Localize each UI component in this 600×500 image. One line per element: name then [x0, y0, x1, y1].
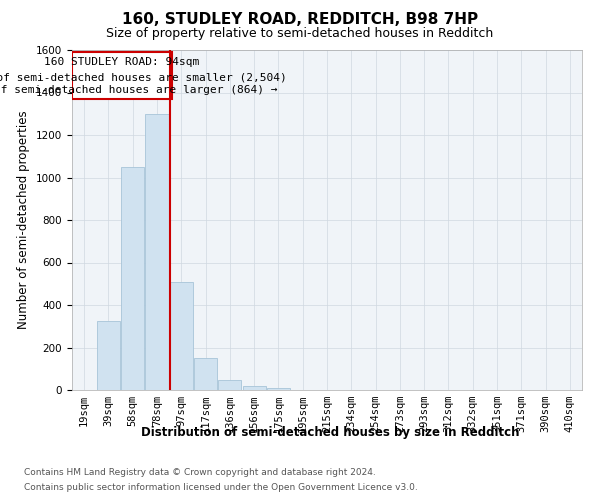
Text: 160, STUDLEY ROAD, REDDITCH, B98 7HP: 160, STUDLEY ROAD, REDDITCH, B98 7HP: [122, 12, 478, 26]
FancyBboxPatch shape: [72, 52, 172, 99]
Text: Distribution of semi-detached houses by size in Redditch: Distribution of semi-detached houses by …: [141, 426, 519, 439]
Bar: [145, 114, 169, 390]
Text: 160 STUDLEY ROAD: 94sqm: 160 STUDLEY ROAD: 94sqm: [44, 58, 199, 68]
Text: Contains HM Land Registry data © Crown copyright and database right 2024.: Contains HM Land Registry data © Crown c…: [24, 468, 376, 477]
Bar: [97, 321, 120, 390]
Bar: [121, 167, 144, 390]
Bar: [242, 386, 266, 390]
Text: Size of property relative to semi-detached houses in Redditch: Size of property relative to semi-detach…: [106, 28, 494, 40]
Text: ← 73% of semi-detached houses are smaller (2,504): ← 73% of semi-detached houses are smalle…: [0, 73, 287, 83]
Bar: [194, 358, 217, 390]
Y-axis label: Number of semi-detached properties: Number of semi-detached properties: [17, 110, 31, 330]
Bar: [170, 282, 193, 390]
Text: 25% of semi-detached houses are larger (864) →: 25% of semi-detached houses are larger (…: [0, 86, 277, 96]
Bar: [218, 380, 241, 390]
Bar: [267, 388, 290, 390]
Text: Contains public sector information licensed under the Open Government Licence v3: Contains public sector information licen…: [24, 483, 418, 492]
